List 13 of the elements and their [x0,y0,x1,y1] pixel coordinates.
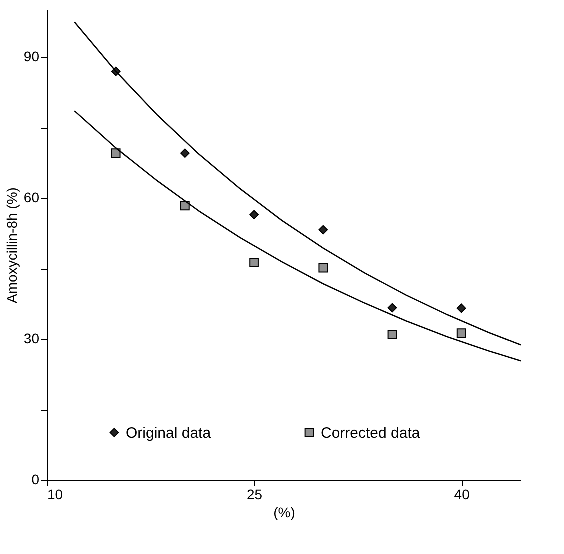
legend-label: Corrected data [321,424,421,442]
legend-label: Original data [126,424,212,442]
x-axis-title: (%) [274,504,296,520]
x-tick-label: 10 [48,486,64,502]
line-series [74,22,521,346]
line-series [74,110,521,362]
y-tick-label: 60 [24,190,40,206]
y-tick-label: 30 [24,330,40,346]
y-axis-title: Amoxycillin-8h (%) [4,188,20,304]
x-tick-label: 40 [454,486,470,502]
x-tick-label: 25 [247,486,263,502]
y-tick-label: 0 [32,472,40,488]
y-tick-label: 90 [24,48,40,64]
